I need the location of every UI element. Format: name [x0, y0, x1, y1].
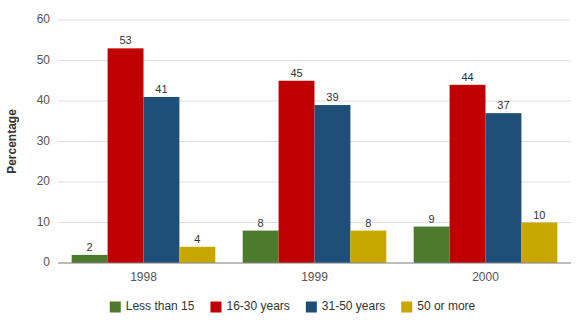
- grid: [58, 20, 571, 263]
- bar: [450, 85, 486, 263]
- y-tick-label: 10: [37, 215, 51, 229]
- data-label: 44: [461, 71, 473, 83]
- legend-item: 50 or more: [401, 299, 475, 313]
- bars: [72, 48, 558, 263]
- y-tick-label: 60: [37, 12, 51, 26]
- legend-item: 16-30 years: [210, 299, 289, 313]
- data-label: 37: [497, 99, 509, 111]
- legend: Less than 15 16-30 years 31-50 years 50 or …: [110, 299, 476, 313]
- chart-svg: 0 10 20 30 40 50 60 Percentage 2 8 9 53 45 44 41 39 37 4 8…: [0, 0, 585, 325]
- data-label: 4: [194, 233, 200, 245]
- y-tick-label: 20: [37, 174, 51, 188]
- data-label: 2: [87, 241, 93, 253]
- bar: [243, 231, 279, 263]
- grid-line: [58, 20, 571, 21]
- legend-swatch: [306, 302, 317, 313]
- data-label: 39: [326, 91, 338, 103]
- bar: [315, 105, 351, 263]
- bar: [179, 247, 215, 263]
- x-tick-label: 1999: [301, 270, 328, 284]
- chart-container: 0 10 20 30 40 50 60 Percentage 2 8 9 53 45 44 41 39 37 4 8…: [0, 0, 585, 325]
- legend-swatch: [401, 302, 412, 313]
- y-tick-label: 0: [43, 255, 50, 269]
- legend-label: 16-30 years: [226, 299, 289, 313]
- bar: [144, 97, 180, 263]
- bar: [279, 81, 315, 263]
- bar: [486, 113, 522, 263]
- bar: [108, 48, 144, 263]
- y-tick-label: 30: [37, 134, 51, 148]
- x-axis-line: [58, 263, 571, 264]
- data-label: 45: [290, 67, 302, 79]
- x-tick-label: 2000: [472, 270, 499, 284]
- data-labels: 2 8 9 53 45 44 41 39 37 4 8 10: [87, 34, 546, 253]
- y-axis-label: Percentage: [5, 109, 19, 174]
- legend-swatch: [110, 302, 121, 313]
- data-label: 10: [533, 209, 545, 221]
- data-label: 41: [155, 83, 167, 95]
- bar: [350, 231, 386, 263]
- data-label: 53: [119, 34, 131, 46]
- legend-swatch: [210, 302, 221, 313]
- bar: [521, 223, 557, 264]
- legend-label: 50 or more: [417, 299, 475, 313]
- bar: [72, 255, 108, 263]
- y-tick-label: 50: [37, 53, 51, 67]
- data-label: 9: [429, 213, 435, 225]
- grid-line: [58, 263, 571, 264]
- legend-label: 31-50 years: [322, 299, 385, 313]
- x-tick-label: 1998: [130, 270, 157, 284]
- legend-label: Less than 15: [126, 299, 195, 313]
- legend-item: 31-50 years: [306, 299, 385, 313]
- data-label: 8: [258, 217, 264, 229]
- data-label: 8: [365, 217, 371, 229]
- y-tick-label: 40: [37, 93, 51, 107]
- bar: [414, 227, 450, 263]
- legend-item: Less than 15: [110, 299, 195, 313]
